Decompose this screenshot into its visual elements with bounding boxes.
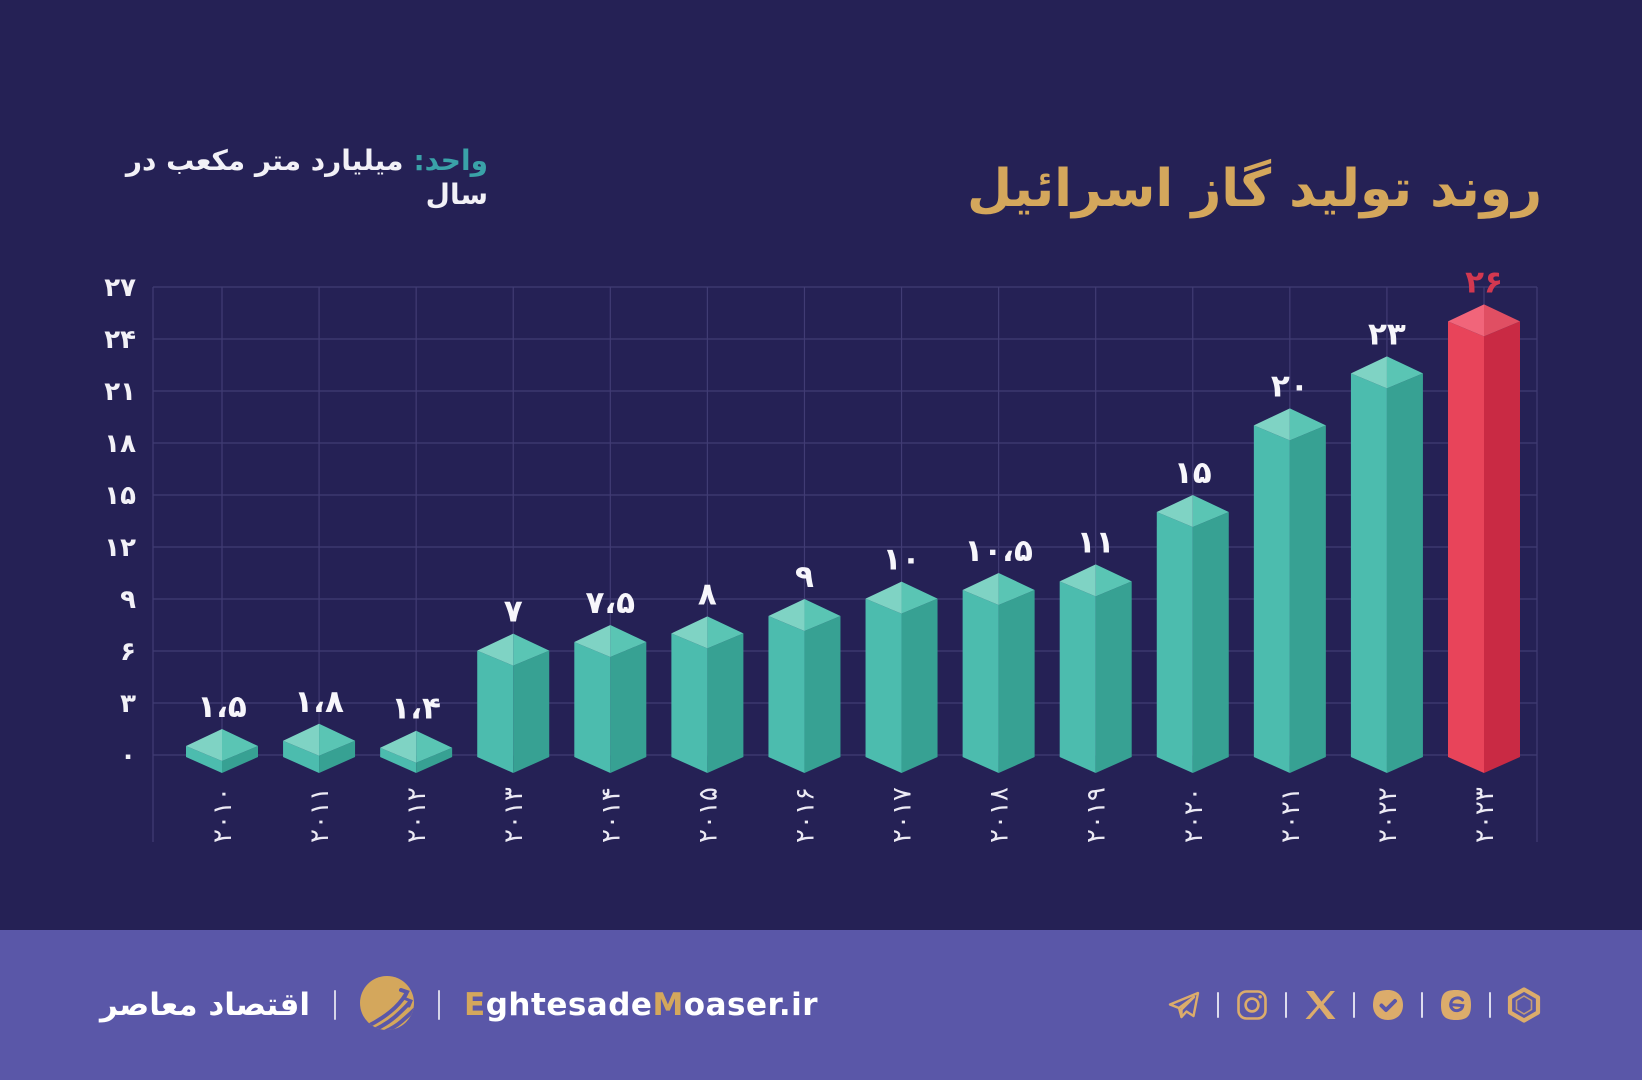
bar-2018	[962, 573, 1035, 773]
x-tick-label-2019: ۲۰۱۹	[1082, 787, 1112, 843]
y-tick-label: ۱۸	[104, 429, 136, 459]
icon-divider	[1421, 992, 1423, 1018]
page-title: روند تولید گاز اسرائیل	[966, 158, 1542, 219]
site-url-segment: ghtesade	[485, 986, 653, 1023]
site-url-segment: M	[652, 986, 684, 1023]
y-tick-label: ۳	[120, 689, 136, 719]
x-tick-label-2014: ۲۰۱۴	[596, 787, 626, 843]
bar-value-label: ۲۳	[1368, 316, 1406, 352]
unit-label: واحد:میلیارد متر مکعب در سال	[100, 144, 488, 211]
footer-divider	[334, 990, 337, 1020]
bar-2013	[477, 633, 550, 773]
bar-value-label: ۱،۴	[391, 691, 441, 727]
x-tick-label-2022: ۲۰۲۲	[1373, 787, 1403, 843]
bar-value-label: ۱۰،۵	[964, 533, 1033, 569]
footer-bar: اقتصاد معاصر EghtesadeMoaser.ir	[0, 930, 1642, 1080]
bar-2020	[1156, 495, 1229, 773]
bar-2011	[283, 723, 356, 773]
y-tick-label: ۶	[120, 637, 136, 667]
x-tick-label-2017: ۲۰۱۷	[888, 787, 918, 843]
bar-2014	[574, 625, 647, 773]
x-tick-label-2012: ۲۰۱۲	[402, 787, 432, 843]
x-tick-label-2020: ۲۰۲۰	[1179, 787, 1209, 843]
bar-value-label: ۷	[504, 594, 523, 630]
bar-value-label: ۲۰	[1271, 368, 1309, 404]
x-tick-label-2021: ۲۰۲۱	[1276, 787, 1306, 843]
bar-value-label: ۲۶	[1465, 264, 1503, 300]
x-tick-label-2011: ۲۰۱۱	[305, 787, 335, 843]
bar-2017	[865, 581, 938, 773]
bar-value-label: ۹	[795, 559, 814, 595]
bar-2015	[671, 616, 744, 773]
icon-divider	[1285, 992, 1287, 1018]
footer-brand-group: اقتصاد معاصر EghtesadeMoaser.ir	[100, 930, 818, 1080]
x-tick-label-2016: ۲۰۱۶	[790, 787, 820, 843]
bar-value-label: ۱۱	[1077, 524, 1115, 560]
bar-value-label: ۸	[698, 576, 717, 612]
bar-value-label: ۱،۵	[197, 689, 247, 725]
social-icons-group	[1166, 930, 1542, 1080]
bar-value-label: ۱،۸	[294, 684, 344, 720]
y-axis-labels: ۰ ۳ ۶ ۹ ۱۲ ۱۵ ۱۸ ۲۱ ۲۴ ۲۷	[104, 273, 136, 771]
bar-2019	[1059, 564, 1132, 773]
icon-divider	[1353, 992, 1355, 1018]
y-tick-label: ۲۱	[104, 377, 136, 407]
y-tick-label: ۲۷	[104, 273, 136, 303]
bar-2021	[1253, 408, 1326, 773]
site-url: EghtesadeMoaser.ir	[464, 986, 819, 1023]
x-tick-label-2023: ۲۰۲۳	[1470, 787, 1500, 843]
bar-value-label: ۷،۵	[585, 585, 635, 621]
icon-divider	[1217, 992, 1219, 1018]
brand-logo	[360, 976, 415, 1034]
bar-2012	[380, 730, 453, 773]
y-tick-label: ۹	[120, 585, 136, 615]
x-tick-label-2018: ۲۰۱۸	[985, 787, 1015, 843]
footer-divider	[438, 990, 441, 1020]
unit-label-prefix: واحد:	[413, 144, 488, 177]
bar-2010	[186, 729, 258, 773]
bar-value-label: ۱۰	[883, 542, 921, 578]
instagram-icon[interactable]	[1234, 987, 1270, 1023]
x-twitter-icon[interactable]	[1302, 987, 1338, 1023]
bar-2016	[768, 599, 841, 773]
rubika-icon[interactable]	[1506, 987, 1542, 1023]
site-url-segment: E	[464, 986, 486, 1023]
icon-divider	[1489, 992, 1491, 1018]
y-tick-label: ۲۴	[104, 325, 136, 355]
x-axis-labels: ۲۰۱۰ ۲۰۱۱ ۲۰۱۲ ۲۰۱۳ ۲۰۱۴ ۲۰۱۵ ۲۰۱۶ ۲۰۱۷ ۲۰۱۸ ۲۰۱۹…	[208, 787, 1500, 843]
x-tick-label-2015: ۲۰۱۵	[693, 787, 723, 843]
telegram-icon[interactable]	[1166, 987, 1202, 1023]
bale-icon[interactable]	[1370, 987, 1406, 1023]
site-url-segment: oaser.ir	[683, 986, 819, 1023]
y-tick-label: ۱۲	[104, 533, 136, 563]
value-labels: ۱،۵ ۱،۸ ۱،۴ ۷ ۷،۵ ۸ ۹ ۱۰ ۱۰،۵ ۱۱ ۱۵ ۲۰ ۲۳ ۲۶	[197, 264, 1503, 726]
eitaa-icon[interactable]	[1438, 987, 1474, 1023]
brand-name-farsi: اقتصاد معاصر	[100, 986, 311, 1023]
bar-2022	[1350, 356, 1423, 773]
unit-label-text: میلیارد متر مکعب در سال	[125, 144, 488, 211]
bar-2023	[1448, 304, 1520, 773]
bar-value-label: ۱۵	[1174, 455, 1212, 491]
x-tick-label-2013: ۲۰۱۳	[499, 787, 529, 843]
y-tick-label: ۱۵	[104, 481, 136, 511]
bars	[186, 304, 1520, 773]
gridlines	[152, 286, 1538, 842]
x-tick-label-2010: ۲۰۱۰	[208, 787, 238, 843]
y-tick-label: ۰	[120, 741, 136, 771]
